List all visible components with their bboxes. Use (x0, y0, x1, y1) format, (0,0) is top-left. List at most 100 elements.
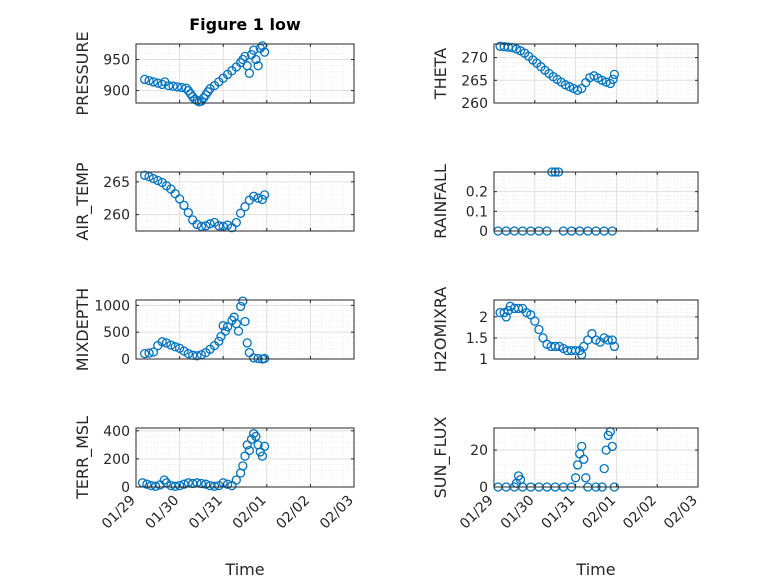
x-tick-label: 02/03 (317, 493, 357, 533)
plot-area (494, 172, 698, 231)
y-axis-label: MIXDEPTH (73, 288, 92, 371)
data-point (495, 307, 505, 318)
data-point (249, 428, 259, 439)
data-point (196, 221, 207, 232)
y-tick-label: 265 (461, 73, 488, 89)
y-tick-label: 260 (461, 96, 488, 112)
data-point (201, 479, 211, 489)
y-tick-label: 1000 (94, 298, 130, 314)
y-tick-label: 1 (479, 352, 488, 368)
data-point (148, 77, 159, 87)
data-point (150, 481, 161, 491)
data-point (144, 171, 154, 182)
data-point (240, 51, 250, 62)
data-point (587, 329, 597, 339)
data-point (570, 345, 581, 356)
x-tick-label: 01/29 (99, 493, 139, 533)
data-point (251, 431, 261, 442)
x-tick-label: 02/03 (661, 493, 701, 533)
plot-area (136, 428, 354, 487)
data-point (205, 480, 215, 491)
x-axis-label: Time (224, 560, 264, 579)
y-tick-label: 200 (103, 452, 130, 468)
data-point (227, 480, 237, 491)
data-point (153, 175, 163, 186)
data-point (238, 461, 248, 471)
y-axis-label: RAINFALL (431, 164, 450, 239)
y-tick-label: 950 (103, 53, 130, 69)
x-tick-label: 02/02 (273, 493, 313, 533)
data-point (607, 441, 617, 452)
x-tick-label: 01/30 (498, 493, 538, 533)
axes-box (493, 299, 699, 360)
data-point (205, 219, 215, 229)
data-point (222, 322, 233, 332)
data-point (148, 347, 159, 357)
data-point (174, 480, 185, 491)
y-axis-label: THETA (431, 48, 450, 100)
data-point (148, 173, 159, 184)
x-tick-label: 01/30 (143, 493, 183, 533)
data-point (240, 202, 250, 212)
data-point (550, 341, 560, 352)
data-point (579, 454, 589, 464)
data-point (214, 221, 224, 231)
subplot-rainfall: 0 0.1 0.2 RAINFALL (431, 164, 699, 240)
y-tick-label: 260 (103, 208, 130, 224)
data-point (244, 68, 255, 78)
data-point (564, 82, 575, 92)
data-point (140, 74, 150, 85)
data-point (608, 74, 618, 85)
subplot-air_temp: 260 265 AIR_TEMP (73, 162, 355, 241)
data-point (140, 170, 150, 180)
y-axis-label: H2OMIXRA (431, 287, 450, 373)
axes-box (493, 43, 699, 104)
y-tick-label: 2 (479, 310, 488, 326)
data-point (526, 310, 536, 320)
y-tick-label: 400 (103, 424, 130, 440)
data-point (242, 338, 252, 348)
y-tick-label: 0 (479, 480, 488, 496)
data-point (249, 191, 259, 201)
data-point (140, 348, 150, 359)
data-point (501, 312, 511, 322)
axes-box (493, 171, 699, 232)
data-point (174, 194, 185, 204)
x-tick-label: 02/02 (620, 493, 660, 533)
y-axis-label: AIR_TEMP (73, 162, 93, 240)
data-point (181, 83, 191, 93)
subplot-theta: 260 265 270 THETA (431, 41, 699, 112)
data-point (251, 54, 261, 65)
y-tick-label: 900 (103, 84, 130, 100)
data-point (572, 460, 583, 470)
data-point (157, 337, 167, 347)
data-point (233, 326, 244, 336)
data-point (179, 200, 189, 211)
y-axis-label: SUN_FLUX (431, 417, 451, 499)
x-tick-label: 01/31 (186, 493, 226, 533)
data-point (240, 316, 250, 327)
y-tick-label: 0 (121, 352, 130, 368)
data-point (235, 301, 246, 312)
data-point (183, 207, 193, 218)
data-point (157, 79, 167, 90)
data-point (259, 190, 270, 200)
data-point (218, 321, 228, 331)
data-point (146, 480, 156, 491)
y-tick-label: 0.1 (466, 204, 488, 220)
data-point (235, 208, 246, 218)
subplot-pressure: 900 950 PRESSURE (73, 31, 355, 116)
data-point (164, 80, 174, 91)
data-point (249, 45, 259, 55)
data-point (192, 351, 202, 361)
data-point (144, 75, 154, 86)
x-tick-label: 01/29 (457, 493, 497, 533)
data-point (209, 481, 220, 491)
data-point (597, 75, 607, 85)
data-point (603, 335, 613, 345)
data-point (168, 81, 178, 91)
data-point (220, 326, 231, 336)
data-point (253, 61, 263, 71)
